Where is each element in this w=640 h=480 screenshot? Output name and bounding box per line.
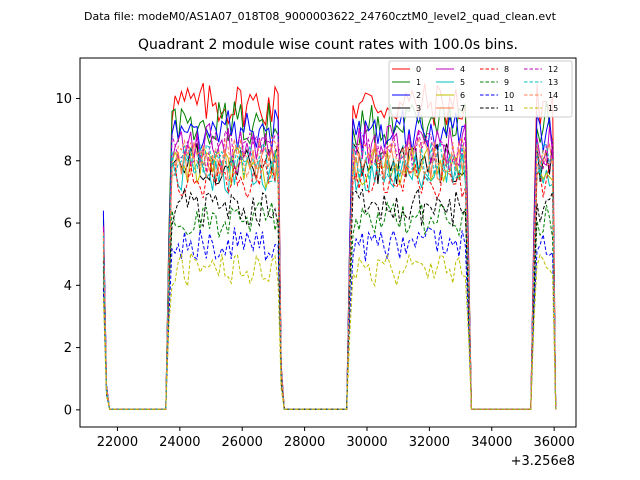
x-tick-label: 22000 <box>97 435 138 450</box>
x-tick-label: 28000 <box>284 435 325 450</box>
x-tick-label: 26000 <box>222 435 263 450</box>
x-axis: 22000 24000 26000 28000 30000 32000 34000 36000 <box>97 427 575 450</box>
legend-label-7: 7 <box>460 104 465 113</box>
legend-label-15: 15 <box>548 104 558 113</box>
legend-label-12: 12 <box>548 65 558 74</box>
x-tick-label: 34000 <box>471 435 512 450</box>
y-tick-label: 2 <box>64 341 72 356</box>
y-axis: 0 2 4 6 8 10 <box>55 92 80 418</box>
x-tick-label: 24000 <box>159 435 200 450</box>
legend-label-6: 6 <box>460 91 465 100</box>
legend-label-11: 11 <box>504 104 514 113</box>
y-tick-label: 6 <box>64 217 72 232</box>
x-offset-label: +3.256e8 <box>511 454 575 469</box>
chart-title: Quadrant 2 module wise count rates with … <box>138 37 518 53</box>
legend-label-9: 9 <box>504 78 509 87</box>
legend-label-3: 3 <box>416 104 421 113</box>
legend-label-1: 1 <box>416 78 421 87</box>
y-tick-label: 4 <box>64 279 72 294</box>
x-tick-label: 36000 <box>533 435 574 450</box>
x-tick-label: 32000 <box>409 435 450 450</box>
y-tick-label: 0 <box>64 403 72 418</box>
y-tick-label: 8 <box>64 154 72 169</box>
plot-frame <box>79 57 577 428</box>
legend-label-8: 8 <box>504 65 509 74</box>
y-tick-label: 10 <box>55 92 72 107</box>
legend-label-2: 2 <box>416 91 421 100</box>
series-layer <box>102 82 557 410</box>
legend-frame <box>388 60 573 118</box>
figure-suptitle: Data file: modeM0/AS1A07_018T08_90000036… <box>84 10 557 23</box>
x-tick-label: 30000 <box>346 435 387 450</box>
legend-label-4: 4 <box>460 65 465 74</box>
legend-label-13: 13 <box>548 78 558 87</box>
legend-label-0: 0 <box>416 65 421 74</box>
series-line-15 <box>102 251 557 410</box>
legend-label-14: 14 <box>548 91 558 100</box>
legend-label-5: 5 <box>460 78 465 87</box>
legend-label-10: 10 <box>504 91 514 100</box>
